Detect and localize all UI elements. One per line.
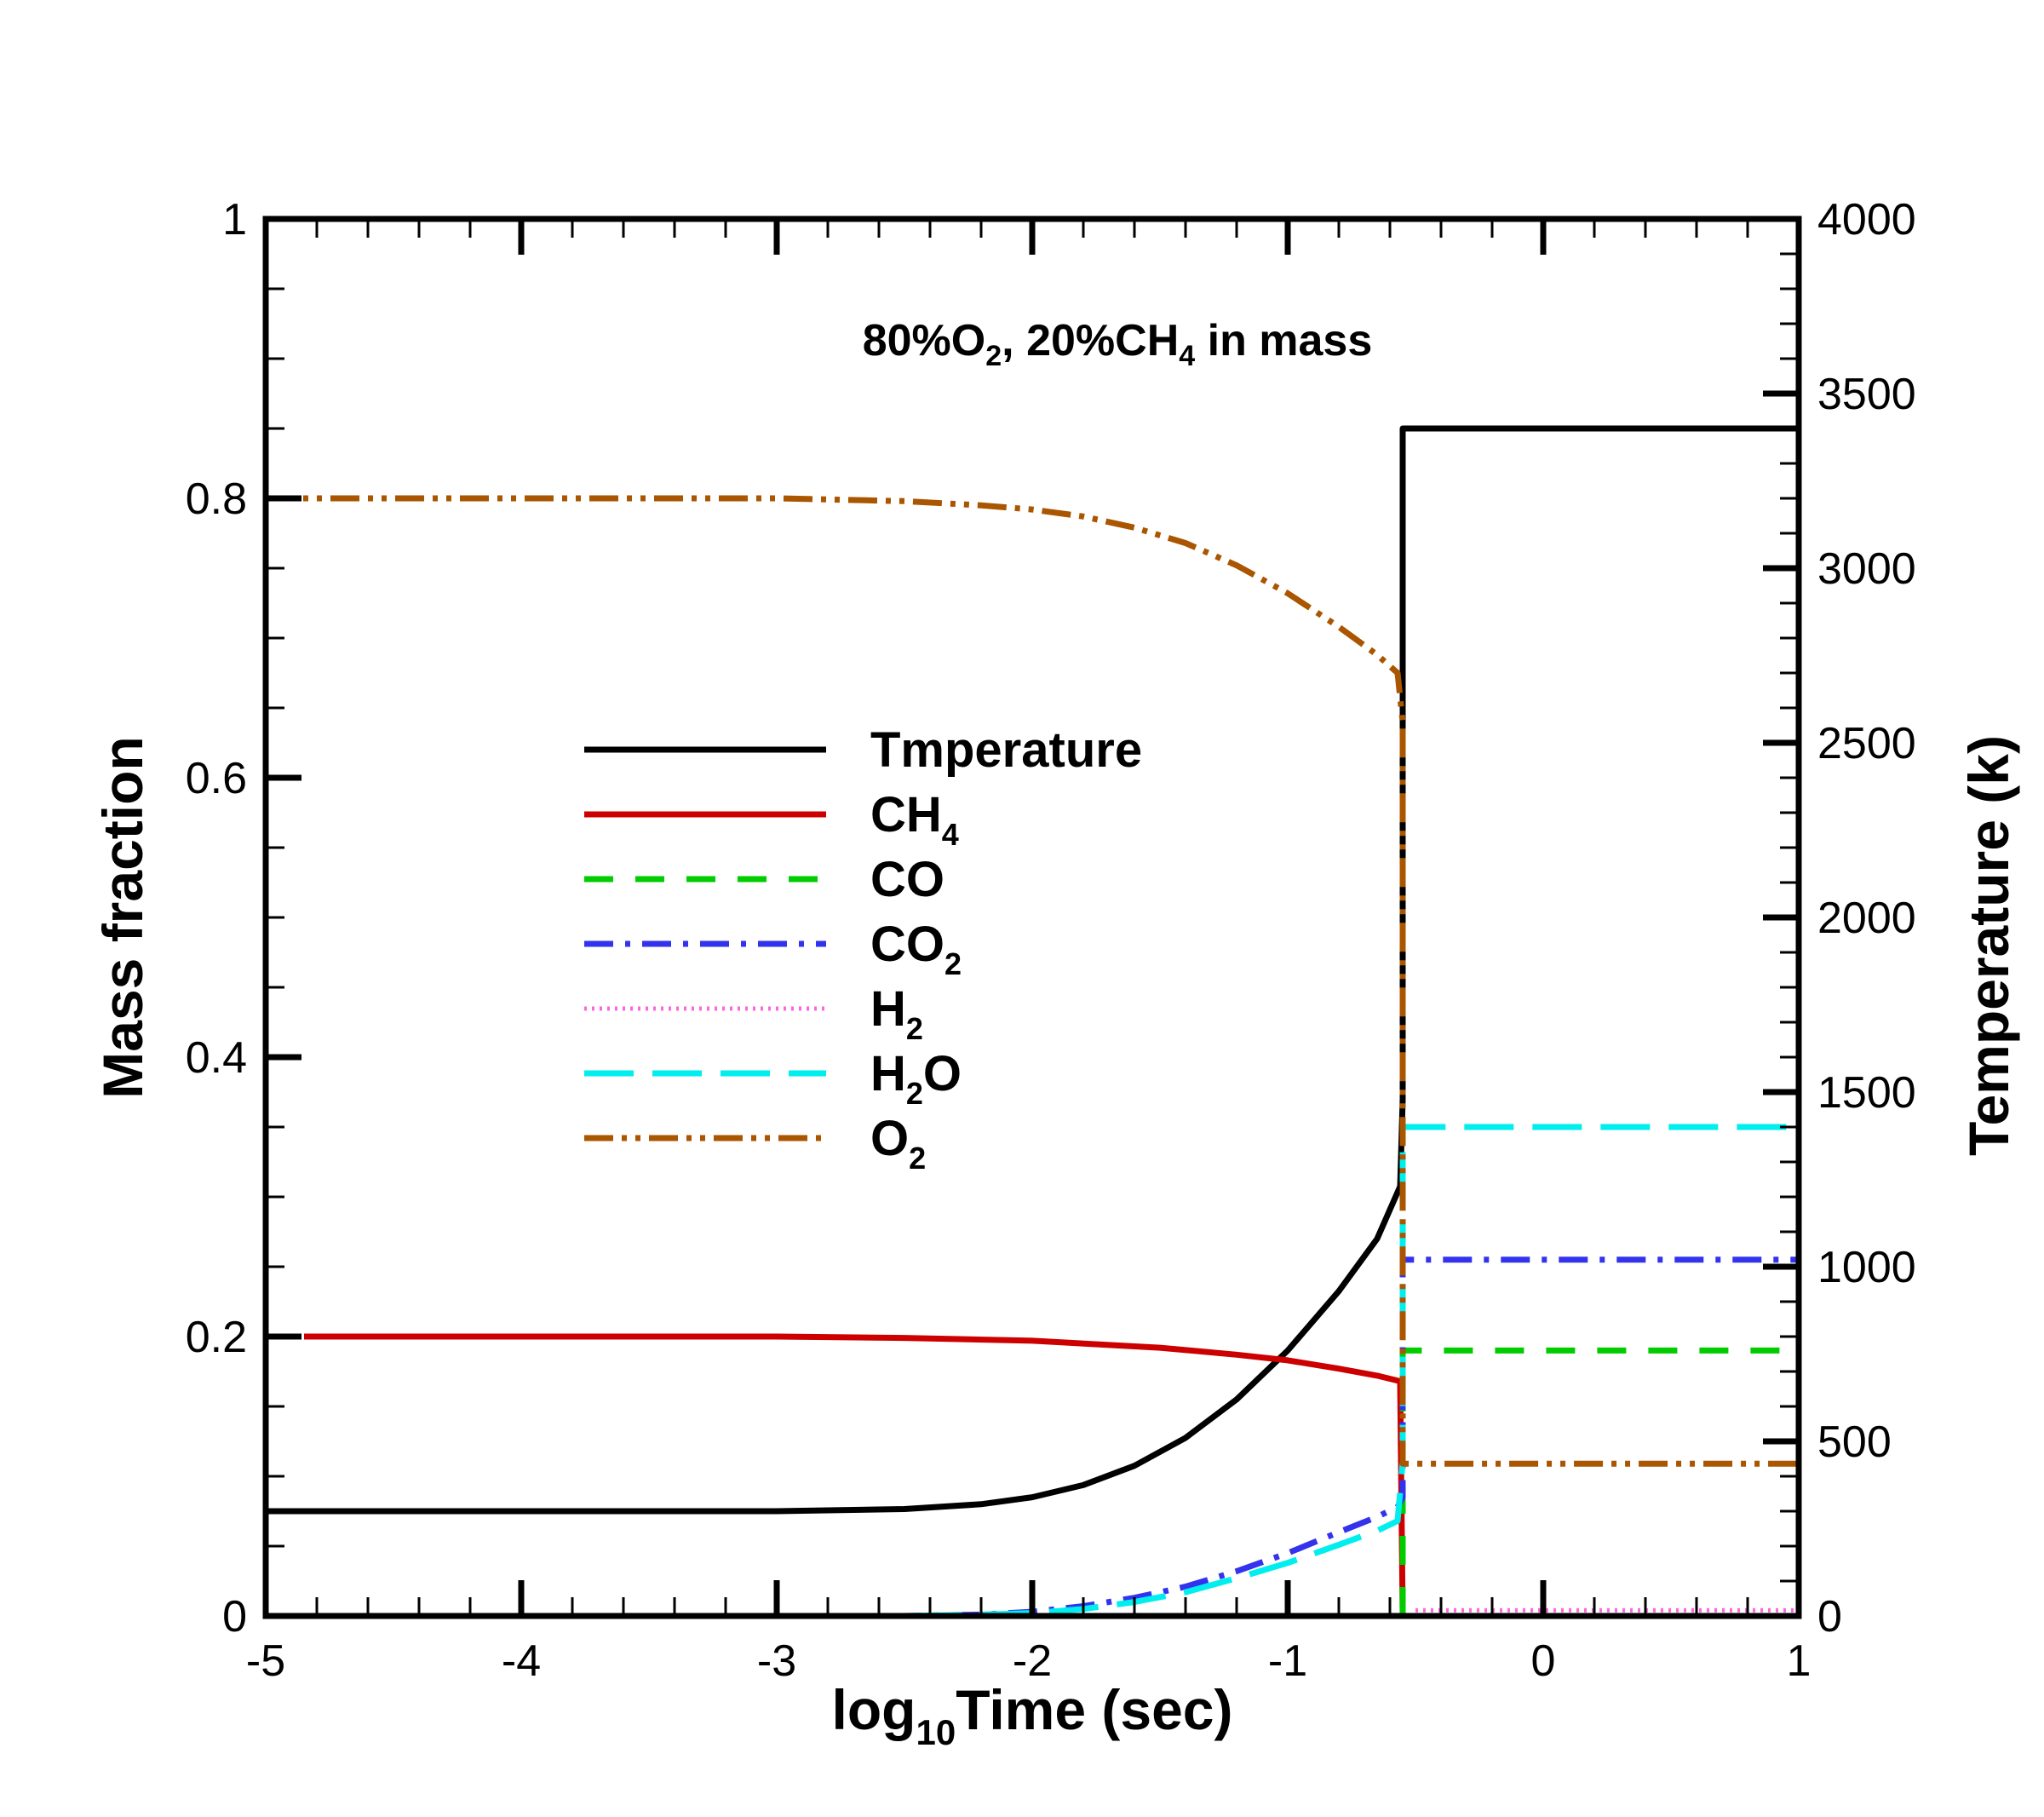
y-tick-label: 0 bbox=[222, 1592, 247, 1642]
y2-tick-label: 1500 bbox=[1817, 1068, 1916, 1118]
x-tick-label: -5 bbox=[246, 1636, 285, 1686]
labels-layer: -5 -4 -3 -2 -1 0 100.20.40.60.8105001000150020… bbox=[186, 195, 1916, 1686]
y2-tick-label: 1000 bbox=[1817, 1243, 1916, 1292]
x-tick-label: 1 bbox=[1787, 1636, 1811, 1686]
legend-label: Tmperature bbox=[870, 722, 1142, 778]
x-tick-label: 0 bbox=[1531, 1636, 1556, 1686]
y2-tick-label: 4000 bbox=[1817, 195, 1916, 244]
x-tick-label: -4 bbox=[502, 1636, 541, 1686]
y2-tick-label: 2500 bbox=[1817, 719, 1916, 768]
y-tick-label: 0.2 bbox=[186, 1313, 247, 1362]
legend-item-t: Tmperature bbox=[584, 722, 1142, 778]
y-tick-label: 0.6 bbox=[186, 754, 247, 803]
chart-annotation: 80%O2, 20%CH4 in mass bbox=[863, 316, 1373, 372]
y-tick-label: 0.8 bbox=[186, 474, 247, 524]
x-axis-title: log10Time (sec) bbox=[832, 1678, 1233, 1752]
legend-label: O2 bbox=[870, 1111, 926, 1176]
series-line-co bbox=[1399, 1347, 1799, 1616]
legend-item-o2: O2 bbox=[584, 1111, 926, 1176]
legend-label: CH4 bbox=[870, 787, 959, 852]
series-layer bbox=[266, 425, 1799, 1619]
y2-tick-label: 3000 bbox=[1817, 544, 1916, 594]
ticks-layer bbox=[262, 216, 1802, 1619]
y2-tick-label: 500 bbox=[1817, 1417, 1892, 1467]
legend-label: CO bbox=[870, 852, 944, 907]
series-line-h2o bbox=[777, 1124, 1799, 1619]
legend-item-h2: H2 bbox=[584, 981, 923, 1046]
legend-label: CO2 bbox=[870, 917, 962, 981]
x-tick-label: -3 bbox=[757, 1636, 796, 1686]
y-axis-title: Mass fraction bbox=[91, 736, 154, 1098]
y-tick-label: 0.4 bbox=[186, 1033, 247, 1083]
y2-axis-title: Temperature (k) bbox=[1957, 735, 2020, 1156]
series-line-ch4 bbox=[304, 1333, 1799, 1619]
x-tick-label: -1 bbox=[1268, 1636, 1307, 1686]
legend-item-h2o: H2O bbox=[584, 1046, 962, 1111]
legend-item-co2: CO2 bbox=[584, 917, 962, 981]
x-tick-label: -2 bbox=[1013, 1636, 1052, 1686]
y-tick-label: 1 bbox=[222, 195, 247, 244]
y2-tick-label: 0 bbox=[1817, 1592, 1842, 1642]
legend-item-ch4: CH4 bbox=[584, 787, 959, 852]
legend-label: H2O bbox=[870, 1046, 962, 1111]
series-line-o2 bbox=[266, 495, 1799, 1467]
legend-item-co: CO bbox=[584, 852, 944, 907]
y2-tick-label: 3500 bbox=[1817, 370, 1916, 419]
y2-tick-label: 2000 bbox=[1817, 894, 1916, 943]
legend-label: H2 bbox=[870, 981, 923, 1046]
